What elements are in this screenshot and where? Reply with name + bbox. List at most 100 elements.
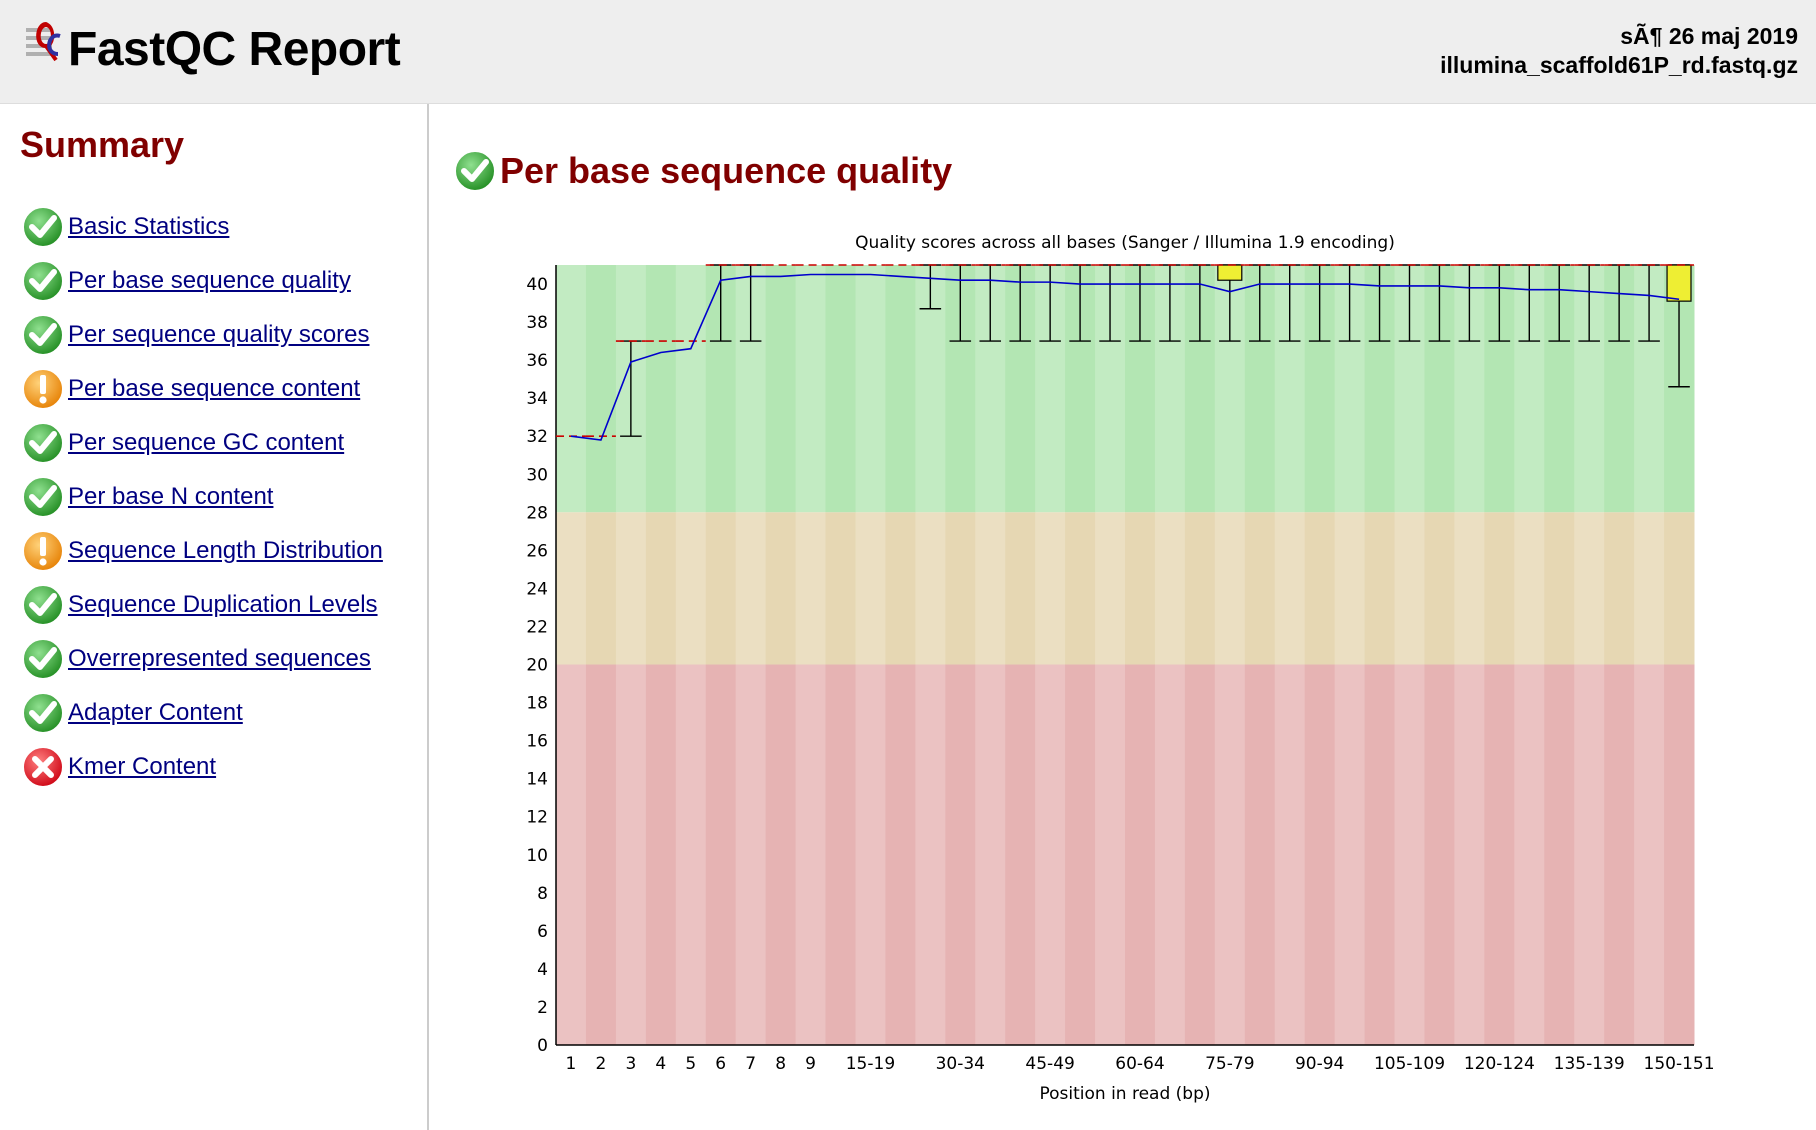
y-tick-label: 10 (526, 846, 548, 866)
y-tick-label: 8 (537, 884, 548, 904)
fail-status-icon (22, 746, 64, 788)
zone-bad-band (1154, 664, 1186, 1045)
zone-bad-band (1364, 664, 1396, 1045)
zone-good-band (885, 265, 916, 513)
summary-item: Overrepresented sequences (20, 632, 383, 686)
zone-mid-band (735, 512, 767, 665)
summary-item: Per base sequence content (20, 362, 383, 416)
summary-link[interactable]: Overrepresented sequences (68, 645, 371, 672)
zone-bad-band (735, 664, 767, 1045)
zone-bad-band (1065, 664, 1096, 1045)
y-tick-label: 32 (526, 427, 548, 447)
zone-mid-band (1274, 512, 1306, 665)
zone-mid-band (825, 512, 856, 665)
pass-status-icon (22, 638, 64, 680)
chart-title: Quality scores across all bases (Sanger … (855, 233, 1395, 253)
zone-mid-band (795, 512, 827, 665)
zone-bad-band (556, 664, 587, 1045)
summary-link[interactable]: Per sequence GC content (68, 429, 345, 456)
x-tick-label: 5 (685, 1054, 696, 1074)
y-tick-label: 22 (526, 617, 548, 637)
zone-bad-band (1005, 664, 1036, 1045)
zone-bad-band (585, 664, 617, 1045)
zone-bad-band (1035, 664, 1066, 1045)
x-tick-label: 15-19 (846, 1054, 895, 1074)
x-tick-label: 90-94 (1295, 1054, 1344, 1074)
report-title: FastQC Report (68, 23, 401, 76)
zone-mid-band (945, 512, 976, 665)
report-date: sÃ¶ 26 maj 2019 (1620, 23, 1798, 49)
pass-status-icon (22, 584, 64, 626)
report-header: FastQC Report sÃ¶ 26 maj 2019 illumina_s… (0, 0, 1816, 104)
zone-bad-band (885, 664, 916, 1045)
summary-link[interactable]: Sequence Length Distribution (68, 537, 383, 564)
zone-bad-band (1334, 664, 1366, 1045)
summary-item: Adapter Content (20, 686, 383, 740)
y-tick-label: 0 (537, 1036, 548, 1056)
summary-item: Per sequence quality scores (20, 308, 383, 362)
summary-link[interactable]: Per base N content (68, 483, 274, 510)
summary-link[interactable]: Sequence Duplication Levels (68, 591, 378, 618)
summary-link[interactable]: Basic Statistics (68, 213, 230, 240)
zone-bad-band (1574, 664, 1605, 1045)
x-tick-label: 120-124 (1464, 1054, 1535, 1074)
zone-bad-band (645, 664, 677, 1045)
zone-mid-band (1544, 512, 1575, 665)
zone-bad-band (1394, 664, 1425, 1045)
x-tick-label: 150-151 (1644, 1054, 1715, 1074)
zone-mid-band (675, 512, 707, 665)
x-tick-label: 75-79 (1205, 1054, 1254, 1074)
module-header: Per base sequence quality (452, 148, 952, 194)
zone-bad-band (1484, 664, 1515, 1045)
pass-status-icon (22, 476, 64, 518)
summary-item: Sequence Length Distribution (20, 524, 383, 578)
module-title: Per base sequence quality (500, 150, 953, 191)
zone-mid-band (885, 512, 916, 665)
zone-bad-band (825, 664, 856, 1045)
summary-link[interactable]: Per base sequence content (68, 375, 361, 402)
zone-mid-band (1454, 512, 1485, 665)
zone-bad-band (1184, 664, 1216, 1045)
y-tick-label: 4 (537, 960, 548, 980)
summary-item: Kmer Content (20, 740, 383, 794)
zone-bad-band (975, 664, 1006, 1045)
quartile-box (1217, 264, 1243, 281)
zone-bad-band (1544, 664, 1575, 1045)
quartile-box (1666, 264, 1692, 302)
summary-link[interactable]: Kmer Content (68, 753, 217, 780)
zone-bad-band (915, 664, 946, 1045)
summary-list: Basic Statistics Per base sequence qualit… (20, 200, 383, 794)
zone-mid-band (765, 512, 797, 665)
zone-mid-band (645, 512, 677, 665)
summary-item: Per base N content (20, 470, 383, 524)
zone-bad-band (1304, 664, 1336, 1045)
x-tick-label: 9 (805, 1054, 816, 1074)
zone-bad-band (1664, 664, 1695, 1045)
summary-link[interactable]: Per base sequence quality (68, 267, 351, 294)
x-tick-label: 2 (596, 1054, 607, 1074)
pass-status-icon (22, 692, 64, 734)
zone-bad-band (1274, 664, 1306, 1045)
zone-good-band (645, 265, 677, 513)
zone-mid-band (556, 512, 587, 665)
pass-status-icon (22, 314, 64, 356)
zone-bad-band (1244, 664, 1276, 1045)
summary-link[interactable]: Adapter Content (68, 699, 243, 726)
zone-mid-band (705, 512, 737, 665)
zone-mid-band (585, 512, 617, 665)
zone-bad-band (765, 664, 797, 1045)
x-tick-label: 1 (566, 1054, 577, 1074)
summary-sidebar: Summary Basic Statistics Per base sequenc… (0, 104, 429, 1130)
zone-bad-band (1604, 664, 1635, 1045)
summary-heading: Summary (20, 124, 185, 165)
report-filename: illumina_scaffold61P_rd.fastq.gz (1440, 52, 1798, 78)
x-tick-label: 7 (745, 1054, 756, 1074)
zone-good-band (765, 265, 797, 513)
y-tick-label: 28 (526, 503, 548, 523)
mean-line (570, 273, 1680, 441)
y-tick-label: 38 (526, 313, 548, 333)
summary-link[interactable]: Per sequence quality scores (68, 321, 370, 348)
y-tick-label: 24 (526, 579, 548, 599)
y-tick-label: 20 (526, 656, 548, 676)
warn-status-icon (22, 368, 64, 410)
